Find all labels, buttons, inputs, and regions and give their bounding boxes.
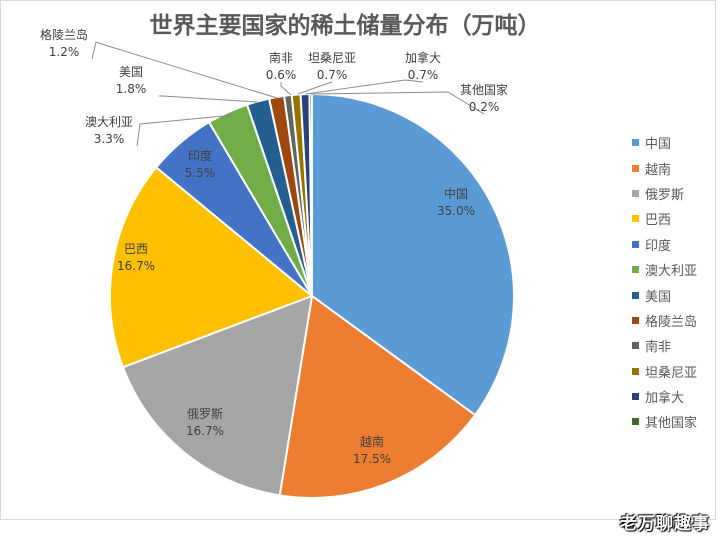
legend-label: 南非 <box>645 340 672 356</box>
legend-item: 格陵兰岛 <box>632 308 697 333</box>
leader-line <box>305 79 424 95</box>
legend-label: 其他国家 <box>645 416 698 432</box>
legend-label: 中国 <box>645 137 672 153</box>
leader-line <box>280 82 292 96</box>
slice-category-label: 美国 <box>119 65 143 79</box>
legend-swatch <box>632 240 639 248</box>
legend-swatch <box>632 139 639 147</box>
legend-label: 美国 <box>645 289 672 305</box>
slice-category-label: 印度 <box>188 148 212 163</box>
pie-slice <box>109 165 314 369</box>
legend-swatch <box>632 367 639 375</box>
legend-swatch <box>632 418 639 426</box>
chart-legend: 中国越南俄罗斯巴西印度澳大利亚美国格陵兰岛南非坦桑尼亚加拿大其他国家 <box>632 130 697 435</box>
leader-line <box>297 81 333 95</box>
slice-value-label: 16.7% <box>186 424 224 438</box>
legend-label: 澳大利亚 <box>645 264 698 280</box>
legend-label: 格陵兰岛 <box>645 314 698 330</box>
slice-value-label: 17.5% <box>353 452 391 466</box>
legend-item: 美国 <box>632 282 697 307</box>
pie-slice <box>121 294 314 497</box>
legend-item: 中国 <box>632 130 697 155</box>
leader-line <box>136 114 235 147</box>
legend-item: 南非 <box>632 333 697 358</box>
slice-category-label: 加拿大 <box>405 50 441 65</box>
leader-line <box>91 41 278 99</box>
legend-swatch <box>632 342 639 350</box>
legend-label: 俄罗斯 <box>645 187 685 203</box>
legend-label: 巴西 <box>645 213 672 229</box>
legend-item: 坦桑尼亚 <box>632 359 697 384</box>
legend-swatch <box>632 215 639 223</box>
legend-item: 其他国家 <box>632 409 697 434</box>
legend-label: 坦桑尼亚 <box>645 365 698 381</box>
chart-title: 世界主要国家的稀土储量分布（万吨） <box>149 13 541 39</box>
slice-category-label: 南非 <box>269 50 293 65</box>
pie-slice <box>278 294 477 499</box>
legend-swatch <box>632 266 639 274</box>
slice-value-label: 16.7% <box>117 259 155 273</box>
legend-label: 印度 <box>645 238 672 254</box>
slice-value-label: 0.7% <box>317 68 348 82</box>
legend-swatch <box>632 189 639 197</box>
watermark: 老万聊趣事 <box>620 514 710 534</box>
slice-value-label: 3.3% <box>94 132 125 146</box>
legend-item: 巴西 <box>632 206 697 231</box>
slice-value-label: 35.0% <box>437 204 475 218</box>
legend-item: 俄罗斯 <box>632 181 697 206</box>
slice-category-label: 坦桑尼亚 <box>308 51 356 65</box>
leader-line <box>159 95 258 103</box>
legend-swatch <box>632 291 639 299</box>
slice-category-label: 澳大利亚 <box>85 115 133 129</box>
slice-category-label: 俄罗斯 <box>187 407 223 421</box>
slice-category-label: 格陵兰岛 <box>40 27 88 42</box>
slice-category-label: 中国 <box>444 186 468 201</box>
pie-slice <box>311 92 515 417</box>
legend-label: 加拿大 <box>645 391 685 407</box>
slice-value-label: 1.2% <box>49 45 80 59</box>
legend-item: 越南 <box>632 155 697 180</box>
slice-category-label: 其他国家 <box>460 82 508 97</box>
legend-swatch <box>632 316 639 324</box>
legend-item: 加拿大 <box>632 384 697 409</box>
legend-swatch <box>632 393 639 401</box>
legend-swatch <box>632 164 639 172</box>
slice-category-label: 越南 <box>360 434 384 449</box>
slice-value-label: 0.6% <box>266 68 297 82</box>
slice-value-label: 0.7% <box>408 68 439 82</box>
leader-line <box>310 91 485 115</box>
slice-value-label: 1.8% <box>116 82 147 96</box>
slice-value-label: 5.5% <box>185 166 216 180</box>
legend-item: 澳大利亚 <box>632 257 697 282</box>
legend-item: 印度 <box>632 232 697 257</box>
slice-category-label: 巴西 <box>124 242 148 256</box>
legend-label: 越南 <box>645 162 672 178</box>
slice-value-label: 0.2% <box>469 100 500 114</box>
